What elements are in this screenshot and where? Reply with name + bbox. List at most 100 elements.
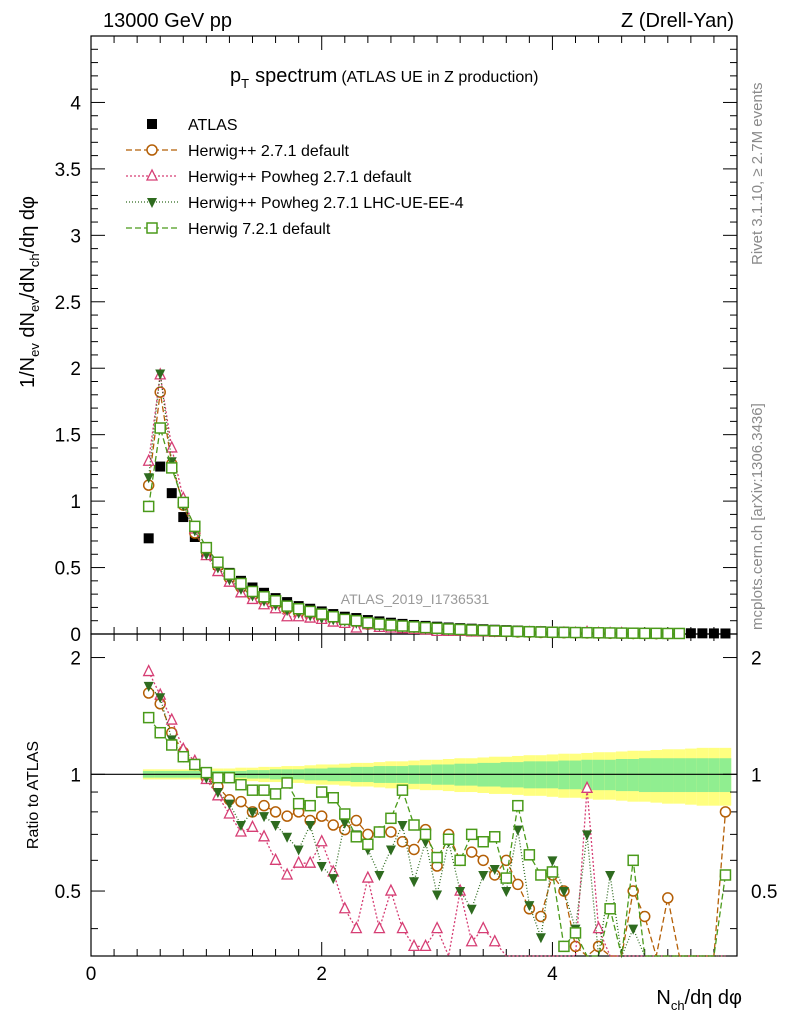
- x-axis-label: Nch/dη dφ: [656, 987, 742, 1013]
- series-1-ratio-point: [627, 885, 639, 897]
- series-4-point: [419, 621, 432, 634]
- series-4-ratio-point: [477, 835, 489, 848]
- series-4-point: [465, 624, 478, 636]
- series-4-ratio-point: [269, 788, 282, 800]
- series-1-ratio-point: [477, 854, 489, 867]
- band-inner: [673, 758, 686, 793]
- series-3-ratio-point: [512, 825, 523, 836]
- series-1-ratio-point: [465, 846, 478, 858]
- series-2-point: [165, 440, 178, 453]
- series-4-point: [385, 619, 397, 631]
- series-4-point: [304, 605, 316, 618]
- series-1-ratio-point: [638, 910, 651, 923]
- series-3-ratio-point: [501, 887, 512, 898]
- legend-marker: [146, 144, 158, 156]
- series-4-point: [200, 541, 213, 554]
- series-4-ratio-point: [142, 711, 155, 724]
- series-0-point: [143, 533, 154, 544]
- series-1-ratio-point: [269, 806, 282, 818]
- series-1-ratio-point: [362, 828, 374, 841]
- series-4-ratio-point: [627, 854, 639, 867]
- series-4-point: [166, 462, 178, 474]
- series-4-point: [650, 627, 662, 640]
- series-4-point: [627, 627, 639, 639]
- series-4-ratio-point: [315, 786, 328, 798]
- legend-label: Herwig++ Powheg 2.7.1 LHC-UE-EE-4: [188, 195, 464, 212]
- band-inner: [685, 758, 697, 793]
- series-4-point: [408, 621, 420, 633]
- series-2-ratio-point: [396, 921, 409, 934]
- series-1-ratio-point: [569, 940, 582, 953]
- series-4-ratio-point: [569, 927, 582, 939]
- series-0-point: [685, 628, 696, 639]
- series-3-ratio-point: [224, 799, 235, 810]
- title-note: (ATLAS UE in Z production): [341, 69, 538, 86]
- series-4-ratio-point: [304, 799, 316, 812]
- series-2-ratio-point: [407, 938, 421, 952]
- y-tick-label: 1: [70, 492, 81, 513]
- series-1-ratio-point: [408, 843, 420, 856]
- x-tick-label: 2: [316, 964, 327, 985]
- series-3-ratio-point: [547, 856, 558, 867]
- series-4-point: [362, 616, 374, 629]
- series-4-ratio-point: [396, 784, 409, 796]
- series-3-ratio-point: [305, 821, 316, 832]
- series-1-ratio-point: [235, 795, 247, 808]
- series-4-point: [673, 627, 686, 640]
- series-4-ratio-point: [408, 819, 420, 831]
- ratio-tick-label-left: 2: [70, 649, 81, 670]
- series-4-point: [523, 625, 536, 638]
- series-3-ratio-point: [605, 870, 616, 881]
- series-4-point: [604, 627, 616, 639]
- series-1-ratio-point: [327, 819, 339, 831]
- series-4-ratio-point: [235, 778, 247, 791]
- series-3-ratio-point: [535, 933, 546, 944]
- series-2-ratio-point: [419, 938, 432, 952]
- series-0-point: [155, 461, 166, 472]
- series-4-point: [592, 627, 605, 639]
- series-1-ratio-point: [350, 814, 363, 827]
- series-4-ratio-point: [512, 799, 524, 812]
- series-1-ratio-point: [281, 810, 293, 822]
- series-4-ratio-point: [189, 758, 201, 771]
- series-4-ratio-point: [431, 851, 443, 864]
- series-3-ratio-point: [143, 681, 154, 692]
- series-4-ratio-point: [327, 791, 339, 804]
- series-3-ratio-point: [339, 818, 350, 829]
- series-4-point: [189, 520, 201, 533]
- series-3-ratio-point: [293, 845, 304, 856]
- series-0-point: [166, 488, 177, 499]
- ratio-tick-label-right: 2: [751, 649, 762, 670]
- series-3-ratio-point: [270, 821, 281, 832]
- series-1-ratio-point: [385, 826, 397, 838]
- series-3-ratio-point: [432, 890, 443, 901]
- series-3-ratio-point: [397, 821, 408, 832]
- series-4-ratio-point: [166, 739, 178, 751]
- series-2-ratio-point: [142, 664, 155, 677]
- series-3-ratio-point: [259, 812, 270, 823]
- series-4-ratio-point: [246, 784, 259, 796]
- series-1-ratio-point: [719, 806, 732, 818]
- series-2-ratio-point: [350, 921, 363, 934]
- series-3-ratio-point: [478, 870, 489, 881]
- series-3-ratio-point: [328, 874, 339, 885]
- series-2-ratio-point: [315, 834, 328, 847]
- ratio-y-axis-label: Ratio to ATLAS: [25, 741, 42, 849]
- ratio-tick-label-left: 1: [70, 765, 81, 786]
- series-4-point: [638, 627, 651, 640]
- y-tick-label: 4: [70, 93, 81, 114]
- series-3-ratio-point: [489, 864, 500, 875]
- series-4-point: [281, 600, 293, 612]
- x-tick-label: 0: [86, 964, 97, 985]
- series-4-ratio-point: [385, 812, 397, 825]
- series-4-ratio-point: [362, 838, 374, 851]
- series-3-ratio-point: [385, 845, 396, 856]
- band-inner: [708, 758, 720, 793]
- series-4-point: [512, 625, 524, 638]
- y-tick-label: 2: [70, 359, 81, 380]
- y-tick-label: 2.5: [55, 293, 81, 314]
- plot-title: pT spectrum (ATLAS UE in Z production): [230, 65, 538, 91]
- series-4-point: [177, 496, 190, 509]
- series-2-ratio-point: [223, 806, 236, 819]
